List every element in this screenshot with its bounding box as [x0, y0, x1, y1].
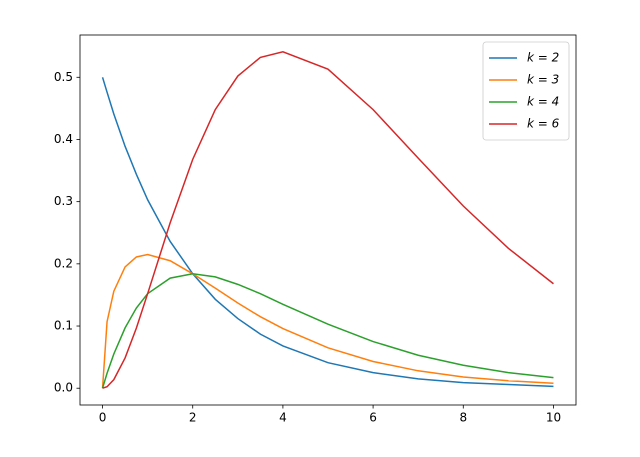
x-tick-label: 6 — [369, 411, 377, 425]
series-line — [101, 273, 554, 389]
y-tick-label: 0.0 — [54, 381, 73, 395]
y-tick-label: 0.4 — [54, 132, 73, 146]
x-tick-label: 4 — [279, 411, 287, 425]
series-line — [101, 77, 554, 388]
axes-frame — [79, 34, 577, 406]
legend-label: k = 3 — [527, 73, 559, 87]
series-line — [102, 51, 554, 389]
x-tick-label: 8 — [459, 411, 467, 425]
x-tick-label: 0 — [99, 411, 107, 425]
legend-label: k = 6 — [527, 117, 560, 131]
x-tick-label: 2 — [189, 411, 197, 425]
legend-box — [482, 41, 570, 141]
legend-label: k = 2 — [527, 51, 559, 65]
legend-label: k = 4 — [527, 95, 559, 109]
y-tick-label: 0.2 — [54, 256, 73, 270]
y-tick-label: 0.3 — [54, 194, 73, 208]
series-line — [101, 253, 554, 389]
x-tick-label: 10 — [546, 411, 561, 425]
y-tick-label: 0.1 — [54, 319, 73, 333]
y-tick-label: 0.5 — [54, 70, 73, 84]
